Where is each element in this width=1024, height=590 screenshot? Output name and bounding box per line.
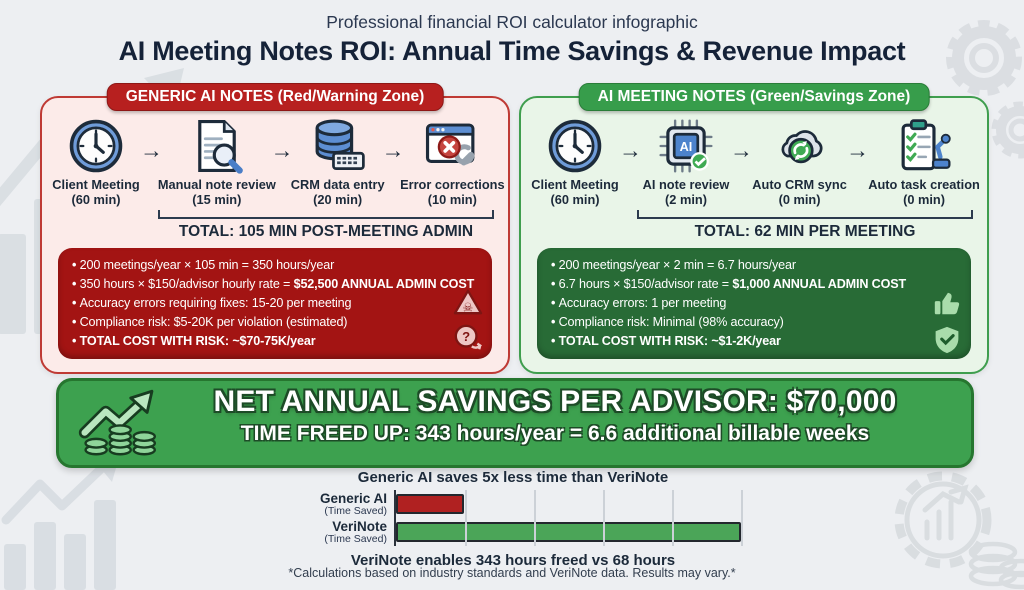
gridline xyxy=(603,490,605,546)
chart-caption: VeriNote enables 343 hours freed vs 68 h… xyxy=(350,552,676,569)
database-keyboard-icon xyxy=(309,115,367,177)
chart-plot-area xyxy=(394,490,743,546)
chart-axis-labels: Generic AI (Time Saved) VeriNote (Time S… xyxy=(282,490,394,546)
disclaimer-footnote: *Calculations based on industry standard… xyxy=(288,566,736,580)
generic-ai-panel-header: GENERIC AI NOTES (Red/Warning Zone) xyxy=(106,83,444,111)
svg-text:AI: AI xyxy=(680,140,693,154)
total-bracket xyxy=(158,210,494,220)
gridline xyxy=(465,490,467,546)
cost-bullet: 350 hours × $150/advisor hourly rate = $… xyxy=(72,275,480,294)
clock-icon xyxy=(546,115,604,177)
banner-text: NET ANNUAL SAVINGS PER ADVISOR: $70,000 … xyxy=(169,385,941,446)
workflow-step: CRM data entry (20 min) xyxy=(290,115,385,208)
skull-warning-icon: ☠ xyxy=(453,289,483,315)
gridline xyxy=(741,490,743,546)
page-subtitle: Professional financial ROI calculator in… xyxy=(326,12,698,32)
step-time: (10 min) xyxy=(427,192,477,208)
workflow-step: Auto CRM sync (0 min) xyxy=(752,115,847,208)
cost-bullet: TOTAL COST WITH RISK: ~$70-75K/year xyxy=(72,332,480,351)
shield-check-icon xyxy=(935,327,959,354)
generic-ai-panel: GENERIC AI NOTES (Red/Warning Zone) xyxy=(40,83,510,374)
cost-bullets: 200 meetings/year × 105 min = 350 hours/… xyxy=(72,256,480,350)
step-label: AI note review xyxy=(642,177,730,192)
workflow-step: Auto task creation (0 min) xyxy=(868,115,980,208)
step-time: (2 min) xyxy=(665,192,707,208)
benefit-icons xyxy=(932,288,962,355)
ai-meeting-notes-panel: AI MEETING NOTES (Green/Savings Zone) xyxy=(519,83,989,374)
cost-bullet: Accuracy errors requiring fixes: 15-20 p… xyxy=(72,294,480,313)
chart-body: Generic AI (Time Saved) VeriNote (Time S… xyxy=(282,490,744,546)
cost-bullet: 6.7 hours × $150/advisor rate = $1,000 A… xyxy=(551,275,959,294)
generic-ai-total: TOTAL: 105 MIN POST-MEETING ADMIN xyxy=(178,223,474,241)
verinote-bar xyxy=(396,522,741,542)
time-freed-subheadline: TIME FREED UP: 343 hours/year = 6.6 addi… xyxy=(240,422,870,445)
arrow-right-icon: → xyxy=(846,137,870,163)
svg-text:?: ? xyxy=(462,329,470,344)
ai-notes-workflow: Client Meeting (60 min) → AI xyxy=(521,98,987,207)
clock-icon xyxy=(67,115,125,177)
workflow-step: Error corrections (10 min) xyxy=(400,115,505,208)
ai-meeting-notes-panel-header: AI MEETING NOTES (Green/Savings Zone) xyxy=(578,83,930,111)
cost-bullet: Compliance risk: Minimal (98% accuracy) xyxy=(551,313,959,332)
step-label: Error corrections xyxy=(400,177,505,192)
time-saved-bar-chart: Generic AI saves 5x less time than VeriN… xyxy=(282,469,744,569)
cost-bullet: 200 meetings/year × 2 min = 6.7 hours/ye… xyxy=(551,256,959,275)
step-label: Client Meeting xyxy=(531,177,619,192)
arrow-right-icon: → xyxy=(730,137,753,163)
arrow-right-icon: → xyxy=(381,137,405,163)
net-savings-headline: NET ANNUAL SAVINGS PER ADVISOR: $70,000 xyxy=(213,385,897,418)
step-label: CRM data entry xyxy=(290,177,385,192)
clipboard-robot-icon xyxy=(895,115,953,177)
arrow-right-icon: → xyxy=(140,137,163,163)
cloud-sync-icon xyxy=(771,115,829,177)
chart-label: Generic AI (Time Saved) xyxy=(319,490,387,517)
cost-bullet: Accuracy errors: 1 per meeting xyxy=(551,294,959,313)
cost-bullet: Compliance risk: $5-20K per violation (e… xyxy=(72,313,480,332)
step-time: (60 min) xyxy=(71,192,121,208)
ai-chip-check-icon: AI xyxy=(657,115,715,177)
step-time: (0 min) xyxy=(778,192,821,208)
step-time: (60 min) xyxy=(550,192,600,208)
page-title: AI Meeting Notes ROI: Annual Time Saving… xyxy=(118,36,906,66)
step-label: Auto task creation xyxy=(868,177,980,192)
question-risk-icon: ? xyxy=(454,324,483,350)
workflow-step: AI AI note review (2 min) xyxy=(642,115,730,207)
step-label: Auto CRM sync xyxy=(752,177,847,192)
cost-bullets: 200 meetings/year × 2 min = 6.7 hours/ye… xyxy=(551,256,959,350)
arrow-right-icon: → xyxy=(270,137,294,163)
arrow-right-icon: → xyxy=(619,137,642,163)
cost-bullet: TOTAL COST WITH RISK: ~$1-2K/year xyxy=(551,332,959,351)
step-time: (20 min) xyxy=(313,192,363,208)
gridline xyxy=(534,490,536,546)
generic-ai-workflow: Client Meeting (60 min) → xyxy=(42,98,508,207)
step-time: (15 min) xyxy=(192,192,242,208)
risk-icons: ☠ ? xyxy=(453,288,483,353)
step-label: Manual note review xyxy=(157,177,276,192)
ai-notes-cost-box: 200 meetings/year × 2 min = 6.7 hours/ye… xyxy=(537,248,971,359)
error-wrench-icon xyxy=(423,115,481,177)
generic-ai-bar xyxy=(396,494,465,514)
svg-text:☠: ☠ xyxy=(463,301,474,315)
total-bracket xyxy=(637,210,973,220)
workflow-step: Client Meeting (60 min) xyxy=(531,115,619,207)
chart-label: VeriNote (Time Saved) xyxy=(324,518,387,545)
chart-title: Generic AI saves 5x less time than VeriN… xyxy=(357,469,669,486)
savings-banner: NET ANNUAL SAVINGS PER ADVISOR: $70,000 … xyxy=(56,378,974,468)
document-magnifier-icon xyxy=(188,115,246,177)
step-time: (0 min) xyxy=(903,192,946,208)
generic-ai-cost-box: 200 meetings/year × 105 min = 350 hours/… xyxy=(58,248,492,359)
growth-chart-coins-icon xyxy=(78,389,157,456)
gridline xyxy=(672,490,674,546)
workflow-step: Manual note review (15 min) xyxy=(158,115,276,208)
cost-bullet: 200 meetings/year × 105 min = 350 hours/… xyxy=(72,256,480,275)
thumbs-up-icon xyxy=(934,292,960,315)
ai-notes-total: TOTAL: 62 MIN PER MEETING xyxy=(694,223,916,241)
workflow-step: Client Meeting (60 min) xyxy=(52,115,140,207)
step-label: Client Meeting xyxy=(52,177,140,192)
